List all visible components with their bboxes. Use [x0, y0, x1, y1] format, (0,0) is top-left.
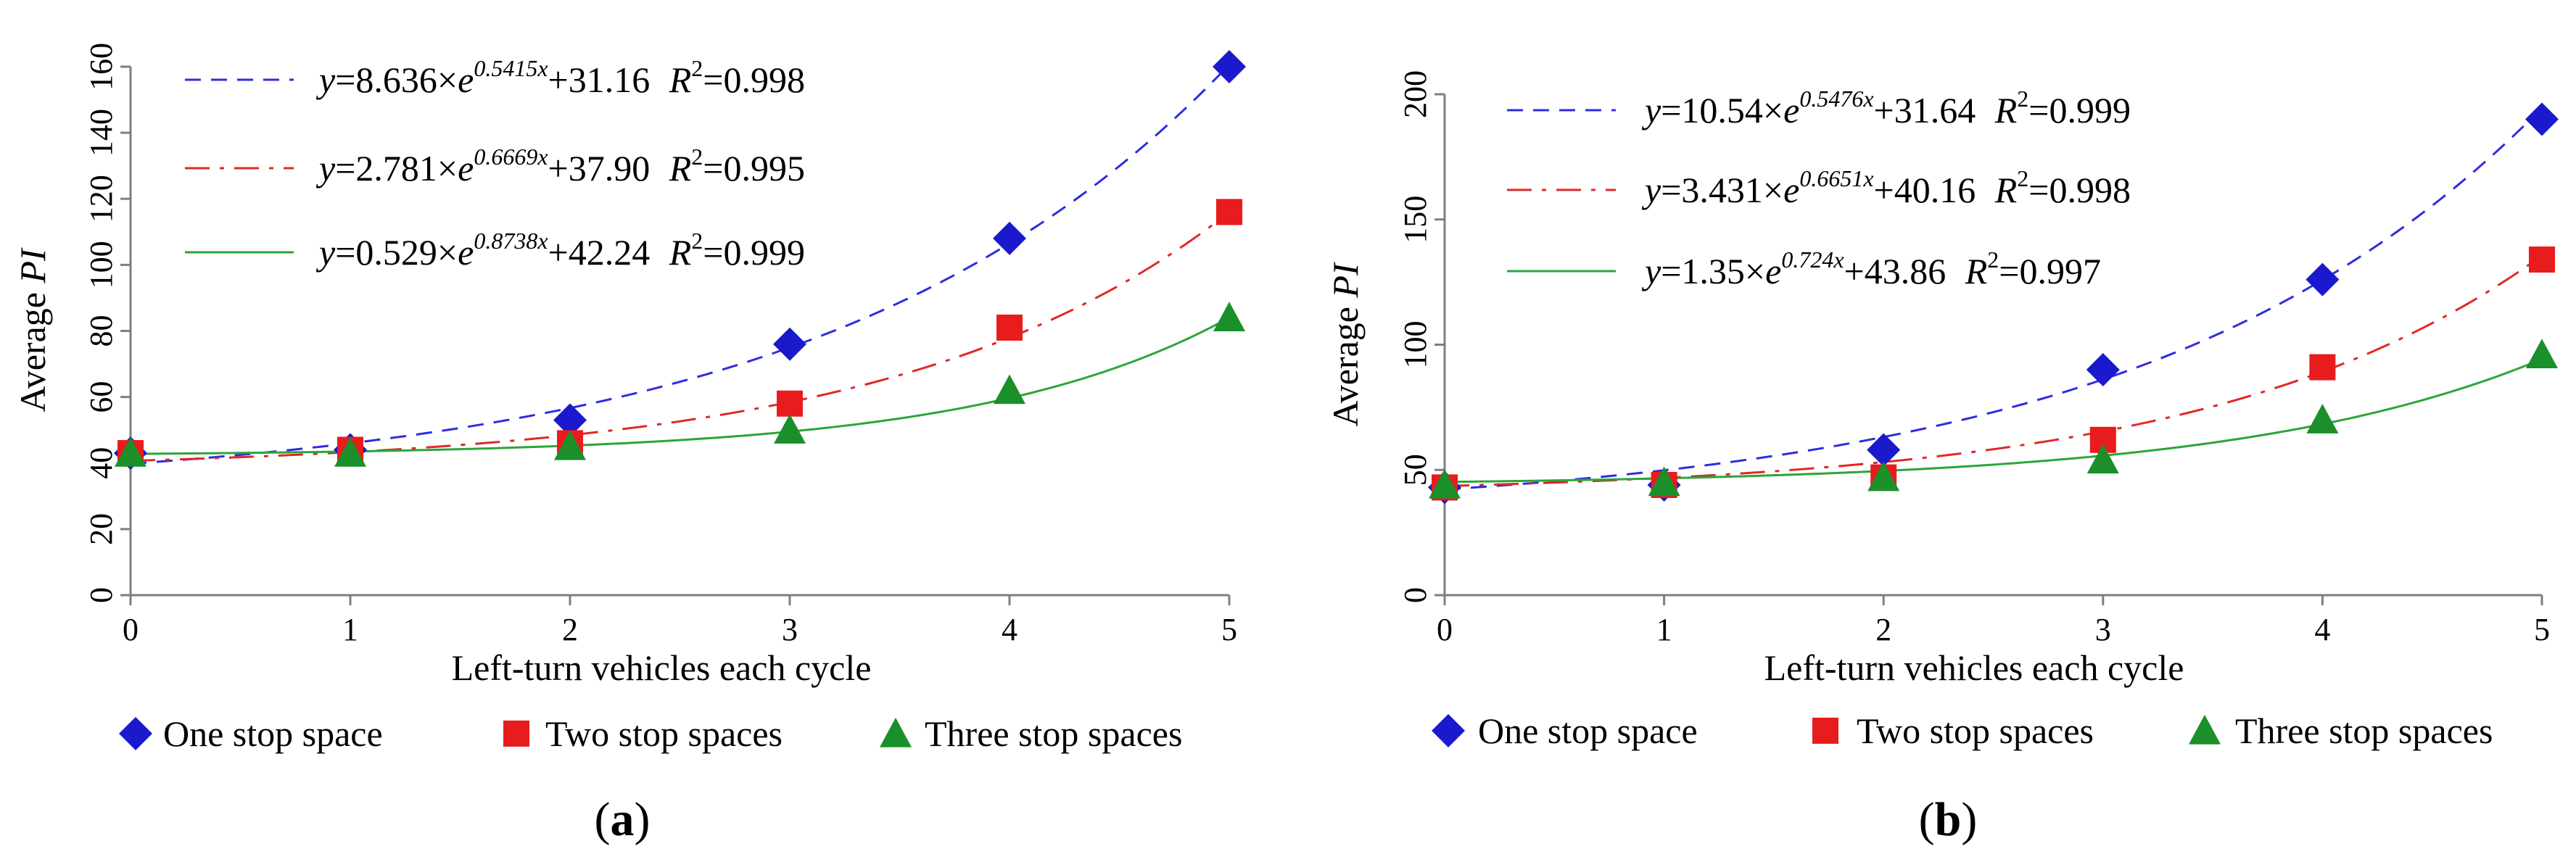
panel-b-y-tick-label: 0: [1398, 587, 1433, 603]
panel-b-legend-label: Three stop spaces: [2235, 710, 2493, 751]
panel-b-legend-marker: [1432, 714, 1465, 747]
panel-b-y-tick-label: 50: [1398, 454, 1433, 486]
panel-a-legend-label: Three stop spaces: [925, 713, 1182, 754]
panel-a-y-tick-label: 100: [83, 241, 119, 289]
panel-a-data-point: [115, 437, 146, 467]
panel-a-data-point: [334, 437, 366, 467]
panel-a-y-tick-label: 40: [83, 447, 119, 479]
panel-b-legend-label: One stop space: [1478, 710, 1698, 751]
panel-b-fit-curve-2: [1444, 254, 2543, 487]
panel-a-legend-label: One stop space: [163, 713, 383, 754]
panel-a-x-tick-label: 0: [123, 612, 139, 647]
panel-b-x-axis-title: Left-turn vehicles each cycle: [1764, 647, 2184, 688]
panel-a-fit-curve-2: [130, 211, 1230, 462]
panel-a-data-point: [1213, 50, 1246, 83]
panel-a-x-tick-label: 1: [342, 612, 358, 647]
panel-a-legend-marker: [503, 721, 529, 747]
panel-b-x-tick-label: 2: [1875, 612, 1891, 647]
panel-a-x-tick-label: 5: [1221, 612, 1237, 647]
panel-b-legend-marker: [2189, 715, 2221, 744]
panel-a-data-point: [777, 390, 803, 417]
panel-b-legend-marker: [1812, 718, 1838, 744]
panel-a-y-tick-label: 0: [83, 587, 119, 603]
panel-a-y-axis-title: Average PI: [12, 247, 53, 412]
panel-a-legend-marker: [880, 718, 912, 747]
panel-a-data-point: [996, 314, 1023, 341]
panel-a-fit-curve-3: [130, 316, 1230, 455]
panel-a-data-point: [774, 414, 806, 444]
panel-b-data-point: [2529, 246, 2555, 273]
panel-b-data-point: [1867, 433, 1901, 467]
panel-b-x-tick-label: 3: [2095, 612, 2111, 647]
panel-a-y-tick-label: 120: [83, 175, 119, 223]
panel-b-data-point: [1867, 461, 1900, 491]
panel-a-data-point: [1213, 302, 1245, 331]
panel-a-x-tick-label: 3: [782, 612, 798, 647]
panel-b-y-tick-label: 100: [1398, 321, 1433, 369]
panel-b-data-point: [2306, 404, 2339, 434]
panel-b-fit-equation: y=3.431×e0.6651x+40.16 R2=0.998: [1641, 165, 2131, 210]
panel-b-data-point: [2309, 354, 2336, 381]
panel-a-x-tick-label: 2: [562, 612, 578, 647]
panel-b-y-axis-title: Average PI: [1325, 262, 1366, 427]
panel-b-x-tick-label: 4: [2314, 612, 2330, 647]
panel-a-fit-curve-1: [130, 64, 1231, 465]
panel-a-data-point: [773, 327, 806, 361]
panel-a-y-tick-label: 20: [83, 513, 119, 545]
panel-b-data-point: [2526, 339, 2558, 369]
panel-a-data-point: [994, 374, 1025, 405]
panel-a-data-point: [553, 403, 587, 437]
panel-a-label: (a): [595, 793, 651, 846]
panel-b-data-point: [2305, 262, 2340, 296]
panel-a-x-tick-label: 4: [1002, 612, 1017, 647]
panel-b-label: (b): [1919, 793, 1978, 846]
panel-b-y-tick-label: 150: [1398, 196, 1433, 244]
panel-a-fit-equation: y=0.529×e0.8738x+42.24 R2=0.999: [315, 228, 805, 273]
panel-a-data-point: [1216, 199, 1242, 225]
panel-b-fit-equation: y=1.35×e0.724x+43.86 R2=0.997: [1641, 246, 2101, 291]
panel-b-data-point: [1429, 468, 1461, 499]
panel-b-x-tick-label: 5: [2534, 612, 2550, 647]
panel-b-x-tick-label: 0: [1437, 612, 1453, 647]
panel-b-chart: 0 50 100 150 200 0 1 2 3 4 5 Left-turn vehicles eac…: [1325, 70, 2559, 846]
panel-a-x-axis-title: Left-turn vehicles each cycle: [452, 647, 872, 688]
panel-b-legend-label: Two stop spaces: [1857, 710, 2094, 751]
panel-b-fit-curve-3: [1444, 357, 2543, 484]
panel-a-legend-marker: [119, 717, 152, 750]
panel-b-data-point: [1648, 466, 1680, 497]
panel-a-fit-equation: y=2.781×e0.6669x+37.90 R2=0.995: [315, 144, 805, 188]
panel-a-y-tick-label: 140: [83, 109, 119, 157]
panel-a-y-tick-label: 160: [83, 43, 119, 91]
panel-b-fit-curve-1: [1444, 107, 2543, 491]
panel-b-y-tick-label: 200: [1398, 70, 1433, 118]
panel-b-data-point: [2086, 444, 2119, 474]
panel-a-chart: 0 20 40 60 80 100 120 140 160 0 1 2 3 4 5 Left-turn veh…: [12, 43, 1246, 846]
panel-b-x-tick-label: 1: [1656, 612, 1672, 647]
panel-a-data-point: [554, 430, 586, 460]
panel-a-y-tick-label: 60: [83, 381, 119, 413]
panel-b-data-point: [2525, 102, 2559, 136]
panel-a-data-point: [993, 221, 1026, 255]
panel-a-fit-equation: y=8.636×e0.5415x+31.16 R2=0.998: [315, 55, 805, 100]
panel-a-legend-label: Two stop spaces: [545, 713, 783, 754]
panel-b-data-point: [2086, 353, 2120, 387]
panel-a-y-tick-label: 80: [83, 315, 119, 347]
panel-b-fit-equation: y=10.54×e0.5476x+31.64 R2=0.999: [1641, 86, 2131, 130]
